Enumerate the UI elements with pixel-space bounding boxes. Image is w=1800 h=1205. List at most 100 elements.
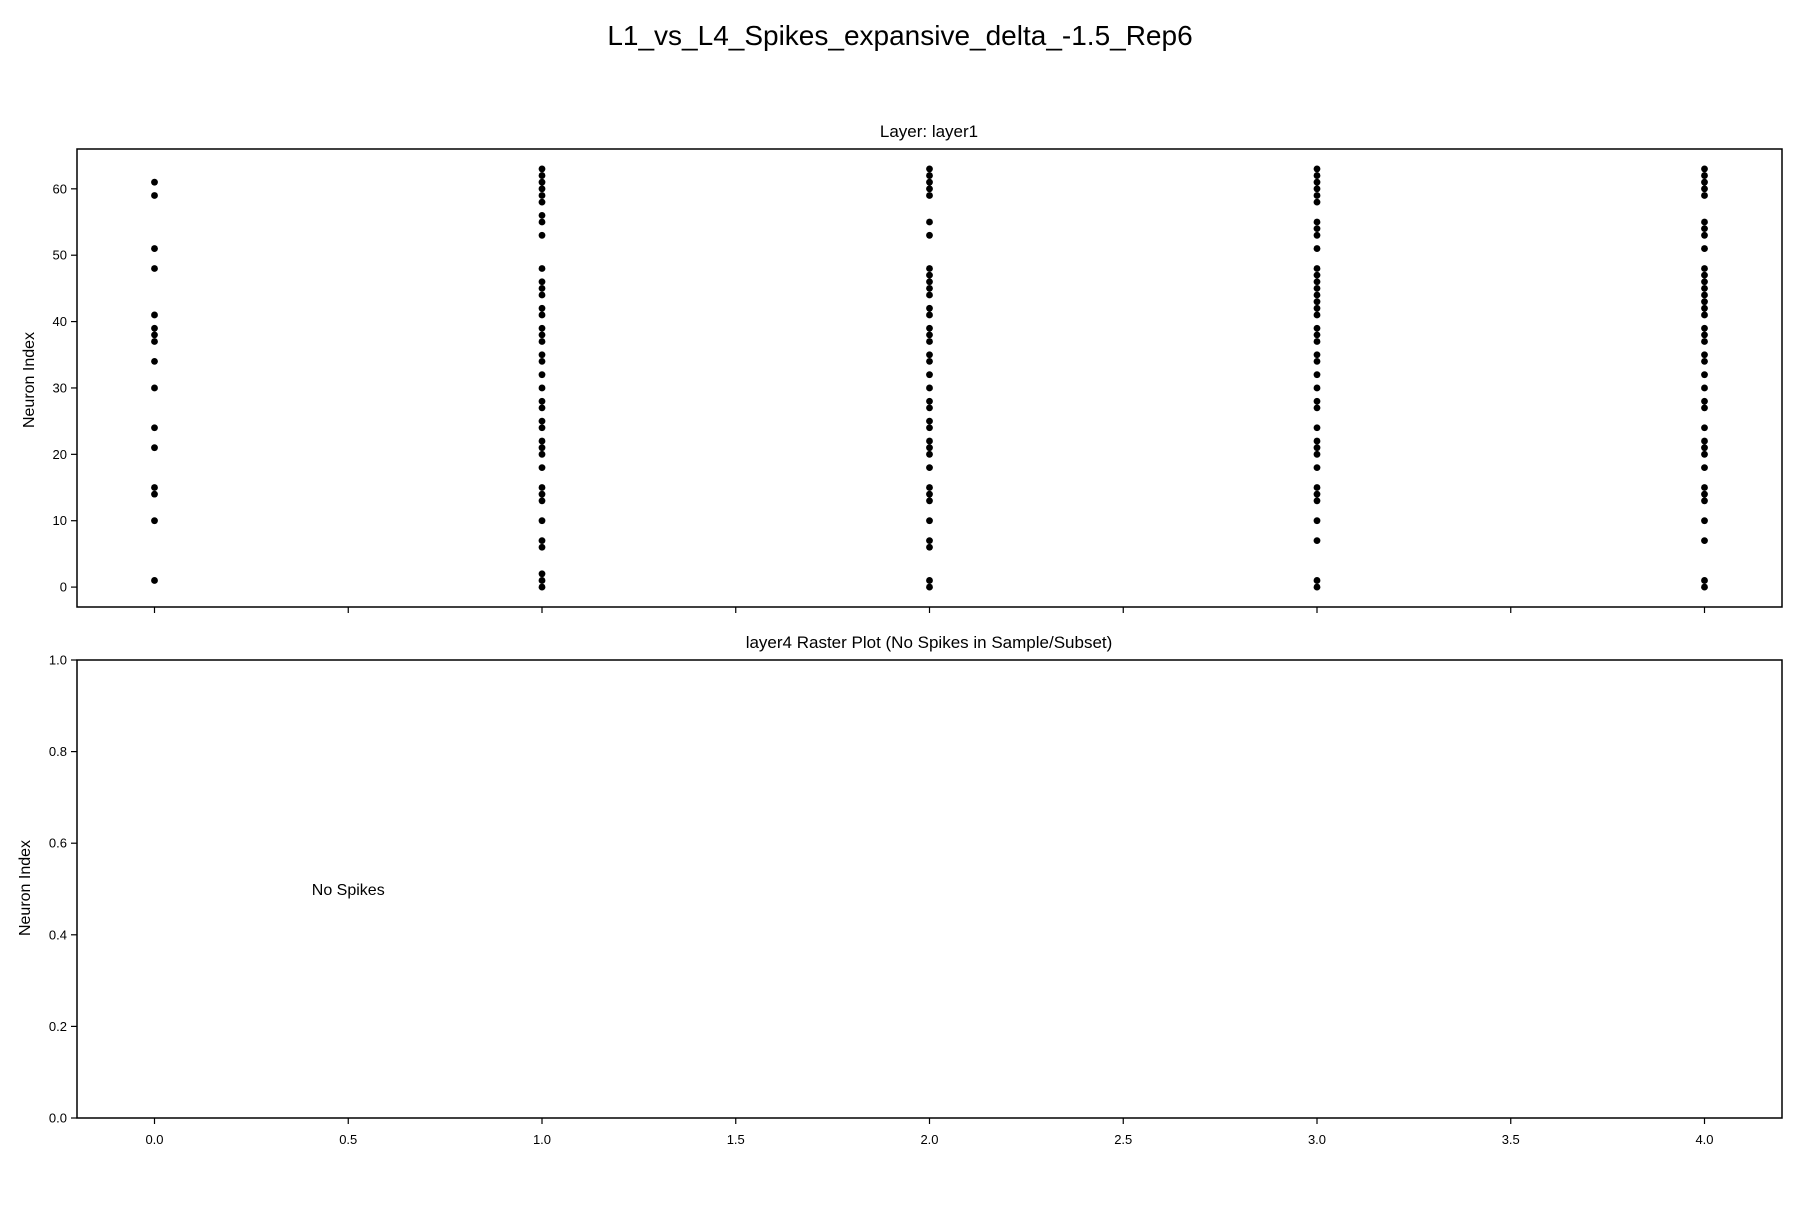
layer1-spike-point <box>1313 245 1321 252</box>
layer1-spike-point <box>1701 284 1708 292</box>
layer1-spike-point <box>1313 404 1321 412</box>
layer1-spike-point <box>1313 384 1321 392</box>
layer1-spike-point <box>538 404 546 412</box>
layer1-spike-point <box>1701 404 1708 412</box>
layer1-spike-point <box>1701 537 1708 545</box>
layer1-spike-point <box>1313 291 1321 299</box>
layer1-spike-point <box>1701 178 1708 186</box>
layer1-plot-frame <box>76 148 1783 608</box>
layer1-spike-point <box>926 517 933 525</box>
layer1-spike-point <box>1313 165 1321 173</box>
layer1-spike-point <box>926 583 933 591</box>
layer1-spike-point <box>1313 437 1321 445</box>
layer1-spike-point <box>926 271 933 279</box>
layer1-spike-point <box>151 338 158 345</box>
layer1-spike-point <box>538 185 546 193</box>
layer1-y-tick-label: 0 <box>60 580 67 595</box>
layer1-spike-point <box>538 231 546 239</box>
layer1-spike-point <box>151 424 158 432</box>
layer1-spike-point <box>151 484 158 491</box>
layer1-spike-point <box>926 304 933 312</box>
layer1-spike-point <box>926 484 933 491</box>
layer1-spike-point <box>538 484 546 491</box>
layer1-spike-point <box>538 311 546 319</box>
layer1-spike-point <box>538 437 546 445</box>
figure-title: L1_vs_L4_Spikes_expansive_delta_-1.5_Rep… <box>607 20 1192 51</box>
layer1-spike-point <box>1313 225 1321 233</box>
layer1-spike-point <box>1313 231 1321 239</box>
layer1-spike-point <box>538 371 546 379</box>
layer1-y-tick-label: 30 <box>53 380 67 395</box>
layer4-y-tick-label: 0.2 <box>49 1019 67 1034</box>
layer1-spike-point <box>538 165 546 173</box>
layer1-spike-point <box>1701 444 1708 452</box>
layer1-y-tick-label: 20 <box>53 447 67 462</box>
layer1-spike-point <box>1313 424 1321 432</box>
layer1-spike-point <box>1313 278 1321 286</box>
layer4-panel-title: layer4 Raster Plot (No Spikes in Sample/… <box>746 633 1113 652</box>
layer1-spike-point <box>1701 231 1708 239</box>
layer4-x-tick-label: 2.0 <box>920 1132 938 1147</box>
layer1-spike-point <box>1313 517 1321 525</box>
layer1-spike-point <box>538 211 546 219</box>
layer1-spike-point <box>926 338 933 345</box>
layer1-spike-point <box>1701 338 1708 345</box>
layer4-y-tick-label: 0.8 <box>49 744 67 759</box>
layer1-spike-point <box>926 331 933 339</box>
layer1-spike-point <box>1701 225 1708 233</box>
layer1-spike-point <box>151 444 158 452</box>
layer1-spike-point <box>538 577 546 584</box>
layer1-spike-point <box>1313 490 1321 498</box>
layer1-spike-point <box>1313 464 1321 472</box>
layer1-spike-point <box>926 284 933 292</box>
layer1-spike-point <box>1701 185 1708 193</box>
layer1-spike-point <box>1701 278 1708 286</box>
layer1-spike-point <box>538 424 546 432</box>
layer1-spike-point <box>926 464 933 472</box>
layer1-spike-point <box>538 397 546 405</box>
layer1-spike-point <box>538 331 546 339</box>
layer1-spike-point <box>926 231 933 239</box>
layer1-spike-point <box>151 192 158 199</box>
layer1-spike-point <box>538 172 546 179</box>
layer1-spike-point <box>1313 265 1321 272</box>
layer1-spike-point <box>1701 517 1708 525</box>
layer1-spike-point <box>538 583 546 591</box>
layer1-spike-point <box>1313 178 1321 186</box>
layer1-spike-point <box>1701 172 1708 179</box>
layer1-spike-point <box>538 192 546 199</box>
layer4-y-tick-label: 0.6 <box>49 836 67 851</box>
layer1-spike-point <box>538 464 546 472</box>
layer1-spike-point <box>538 517 546 525</box>
layer1-spike-point <box>926 543 933 551</box>
layer1-spike-point <box>538 304 546 312</box>
layer1-spike-point <box>1701 331 1708 339</box>
layer1-spike-point <box>1313 311 1321 319</box>
layer1-spike-point <box>151 517 158 525</box>
layer1-spike-point <box>1701 497 1708 505</box>
layer4-x-tick-label: 3.0 <box>1308 1132 1326 1147</box>
layer4-y-tick-label: 1.0 <box>49 653 67 668</box>
layer1-spike-point <box>1701 437 1708 445</box>
layer1-spike-point <box>538 178 546 186</box>
layer1-spike-point <box>538 284 546 292</box>
layer4-x-tick-label: 0.0 <box>145 1132 163 1147</box>
layer1-spike-point <box>1701 245 1708 252</box>
layer1-spike-point <box>151 265 158 272</box>
layer1-spike-point <box>538 351 546 359</box>
layer1-spike-point <box>538 490 546 498</box>
layer1-axis-ticks: 0 10 20 30 40 50 60 <box>53 181 1706 613</box>
layer1-spike-point <box>926 291 933 299</box>
layer1-spike-point <box>926 497 933 505</box>
layer1-spike-point <box>1313 484 1321 491</box>
layer1-spike-point <box>538 291 546 299</box>
layer1-spike-point <box>1701 265 1708 272</box>
layer1-spike-point <box>1313 537 1321 545</box>
layer1-panel-title: Layer: layer1 <box>880 122 978 141</box>
layer1-y-tick-label: 60 <box>53 181 67 196</box>
layer4-plot-frame <box>76 659 1783 1119</box>
layer1-spike-point <box>538 537 546 545</box>
layer1-spike-point <box>926 384 933 392</box>
layer1-spike-point <box>1313 271 1321 279</box>
